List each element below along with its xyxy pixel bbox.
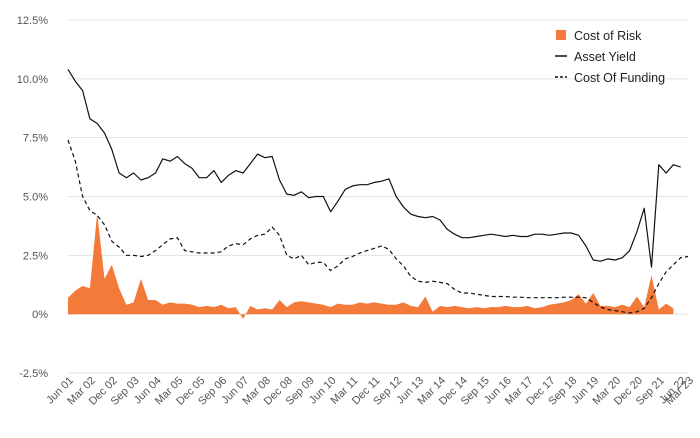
legend-label: Cost of Risk <box>574 29 642 43</box>
y-tick-label: 12.5% <box>17 15 48 27</box>
y-tick-label: 0% <box>32 309 48 321</box>
series-line-asset-yield <box>68 69 681 267</box>
series-area-cost-of-risk <box>68 213 673 319</box>
legend: Cost of Risk Asset Yield Cost Of Funding <box>555 29 665 85</box>
y-axis: 12.5% 10.0% 7.5% 5.0% 2.5% 0% -2.5% <box>17 15 48 380</box>
y-tick-label: -2.5% <box>19 368 48 380</box>
legend-swatch-cost-of-risk <box>556 30 566 40</box>
y-tick-label: 10.0% <box>17 74 48 86</box>
y-tick-label: 5.0% <box>23 192 48 204</box>
legend-label: Asset Yield <box>574 50 636 64</box>
series-line-cost-of-funding <box>68 140 688 313</box>
legend-label: Cost Of Funding <box>574 71 665 85</box>
y-tick-label: 2.5% <box>23 250 48 262</box>
series-layer <box>68 69 688 319</box>
y-tick-label: 7.5% <box>23 133 48 145</box>
